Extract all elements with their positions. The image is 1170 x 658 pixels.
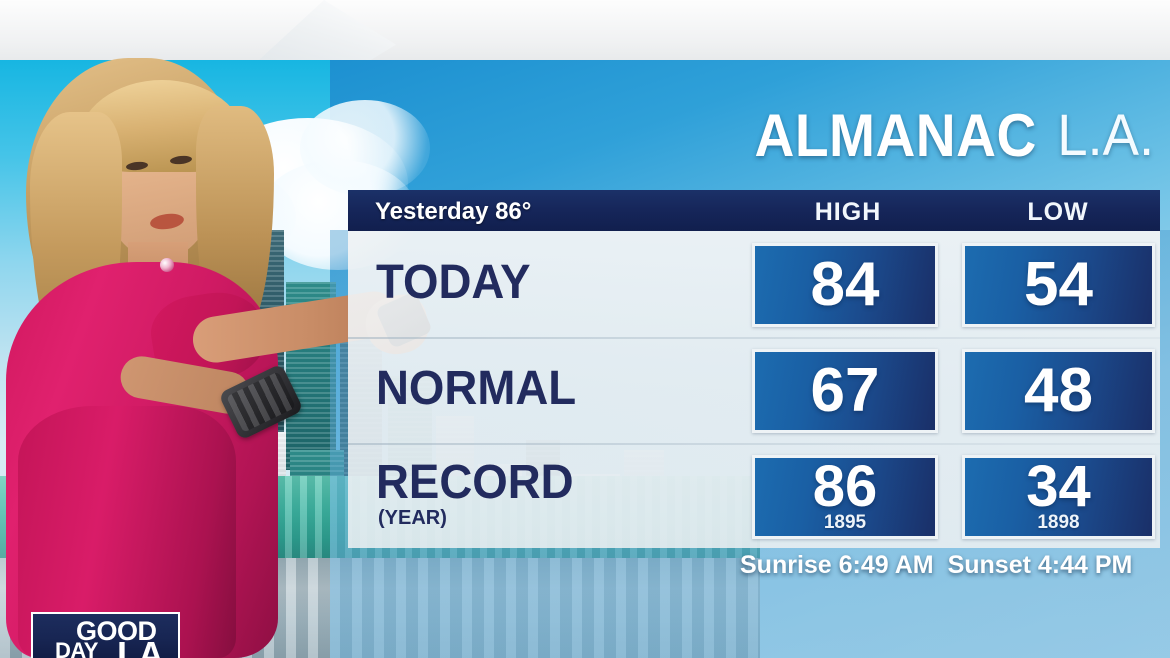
almanac-header-bar: Yesterday 86° HIGH LOW [348, 190, 1160, 231]
title-almanac: ALMANAC [754, 101, 1037, 169]
record-high-tile: 86 1895 [752, 455, 938, 539]
record-high-year: 1895 [823, 512, 867, 533]
meteorologist-presenter [0, 46, 435, 658]
yesterday-temp-label: Yesterday 86° [375, 198, 532, 225]
row-label-today: TODAY [376, 256, 531, 309]
today-high-tile: 84 [752, 243, 938, 327]
sun-times: Sunrise 6:49 AM Sunset 4:44 PM [740, 548, 1164, 582]
cloud-icon [300, 100, 430, 196]
today-high-value: 84 [810, 250, 880, 319]
sunrise-text: Sunrise 6:49 AM [740, 550, 934, 579]
station-logo: GOOD DAY LA [31, 612, 180, 658]
record-low-tile: 34 1898 [962, 455, 1155, 539]
almanac-rows: TODAY 84 54 NORMAL 67 48 REC [348, 231, 1160, 548]
row-label-record: RECORD [376, 456, 574, 509]
row-divider [348, 443, 1160, 445]
column-header-low: LOW [1027, 198, 1089, 226]
row-label-normal: NORMAL [376, 362, 577, 415]
normal-low-tile: 48 [962, 349, 1155, 433]
record-high-value: 86 [812, 454, 878, 519]
row-sublabel-year: (YEAR) [378, 507, 447, 529]
table-row: TODAY 84 54 [348, 233, 1160, 337]
sunset-text: Sunset 4:44 PM [947, 550, 1133, 579]
today-low-tile: 54 [962, 243, 1155, 327]
normal-high-value: 67 [810, 356, 880, 425]
normal-low-value: 48 [1024, 356, 1093, 425]
normal-high-tile: 67 [752, 349, 938, 433]
record-low-value: 34 [1026, 454, 1091, 519]
page-title: ALMANAC L.A. [348, 96, 1160, 174]
logo-good-text: GOOD [76, 616, 157, 646]
table-row: NORMAL 67 48 [348, 339, 1160, 443]
column-header-high: HIGH [814, 198, 882, 226]
logo-day-text: DAY [55, 638, 98, 658]
almanac-panel: Yesterday 86° HIGH LOW TODAY 84 54 NORMA… [348, 190, 1160, 548]
brooch-icon [160, 258, 174, 272]
record-low-year: 1898 [1037, 512, 1080, 533]
row-divider [348, 337, 1160, 339]
logo-la-text: LA [117, 634, 164, 658]
title-location: L.A. [1057, 102, 1154, 168]
table-row: RECORD (YEAR) 86 1895 34 1898 [348, 445, 1160, 549]
today-low-value: 54 [1024, 250, 1093, 319]
